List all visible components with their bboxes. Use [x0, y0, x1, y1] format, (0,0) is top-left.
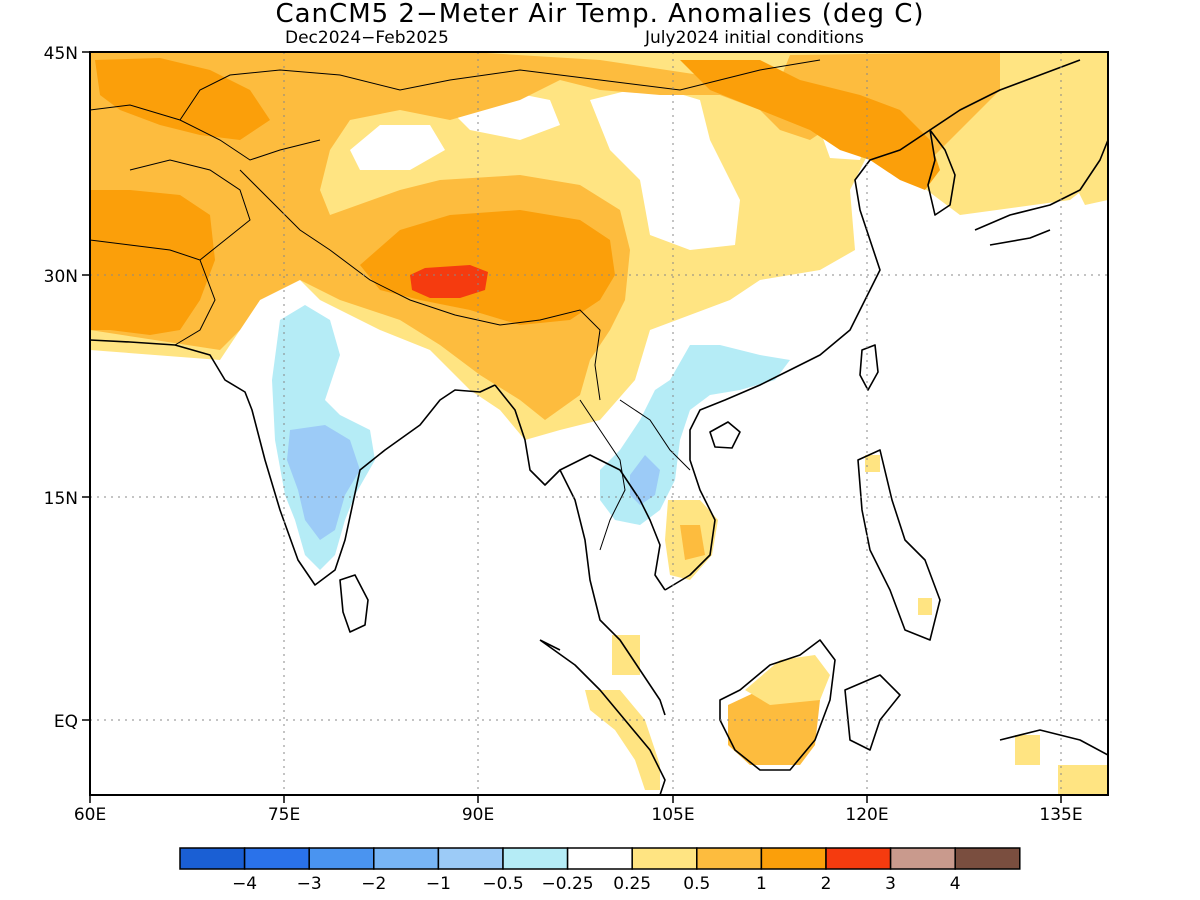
- anomaly-patch-warm: [680, 525, 705, 560]
- border-myanmar-thailand: [579, 399, 626, 551]
- anomaly-region-warm-strong: [90, 190, 215, 335]
- coastline-hainan: [709, 421, 741, 449]
- coastline-borneo: [719, 639, 836, 771]
- anomaly-region-cool-mid: [287, 425, 360, 540]
- lon-label: 135E: [1039, 805, 1082, 825]
- coastline-indochina-gulf: [559, 454, 666, 591]
- colorbar-label: −1: [426, 874, 451, 894]
- coastline-myanmar-malay: [494, 384, 666, 716]
- colorbar-swatch: [566, 847, 633, 870]
- anomaly-patch-warm: [1058, 765, 1108, 795]
- coastline-india: [90, 339, 496, 586]
- anomaly-patch-warm: [745, 655, 830, 705]
- axis-ticks: [82, 51, 1062, 803]
- anomaly-patch-warm: [1070, 160, 1108, 205]
- colorbar-swatch: [502, 847, 569, 870]
- coastlines: [90, 59, 1108, 795]
- anomaly-patch-warm: [865, 455, 880, 472]
- anomaly-region-cool-mid: [630, 455, 660, 505]
- lon-label: 120E: [845, 805, 888, 825]
- colorbar-swatch: [308, 847, 375, 870]
- anomaly-patch-warm: [728, 685, 820, 765]
- lat-label: 45N: [44, 44, 78, 64]
- forecast-period: Dec2024−Feb2025: [285, 28, 449, 48]
- anomaly-patch-warm: [1015, 735, 1040, 765]
- coastline-new-guinea: [999, 729, 1108, 756]
- anomaly-patch-warm: [1010, 55, 1060, 80]
- colorbar-label: 0.25: [613, 874, 651, 894]
- lat-label: 30N: [44, 267, 78, 287]
- lon-label: 60E: [74, 805, 106, 825]
- anomaly-patch-warm: [585, 690, 660, 790]
- colorbar-label: 0.5: [683, 874, 710, 894]
- border-himalaya: [239, 169, 601, 401]
- border-central-asia: [90, 59, 821, 161]
- colorbar-swatch: [889, 847, 956, 870]
- lon-label: 75E: [268, 805, 300, 825]
- coastline-korea: [927, 129, 956, 216]
- anomaly-gap: [590, 85, 740, 250]
- colorbar-label: 1: [756, 874, 767, 894]
- coastline-sumatra: [539, 639, 666, 795]
- initial-conditions: July2024 initial conditions: [645, 28, 864, 48]
- gridlines: [90, 52, 1108, 795]
- colorbar-label: −4: [232, 874, 257, 894]
- map-frame: [89, 51, 1109, 796]
- lon-label: 90E: [462, 805, 494, 825]
- colorbar-label: −3: [297, 874, 322, 894]
- colorbar-swatch: [631, 847, 698, 870]
- colorbar: −4 −3 −2 −1 −0.5 −0.25 0.25 0.5 1 2 3 4: [179, 847, 1021, 894]
- colorbar-label: −2: [361, 874, 386, 894]
- colorbar-swatch: [373, 847, 440, 870]
- colorbar-swatch: [243, 847, 310, 870]
- anomaly-gap: [350, 125, 445, 170]
- anomaly-patch-warm: [918, 598, 932, 615]
- colorbar-swatch: [760, 847, 827, 870]
- coastline-philippines: [857, 449, 941, 641]
- colorbar-swatch: [954, 847, 1021, 870]
- map-title: CanCM5 2−Meter Air Temp. Anomalies (deg …: [275, 0, 925, 29]
- colorbar-swatch: [437, 847, 504, 870]
- coastline-japan: [974, 139, 1108, 246]
- colorbar-label: 4: [950, 874, 961, 894]
- border-laos-vietnam: [619, 399, 691, 471]
- colorbar-label: −0.5: [482, 874, 523, 894]
- lat-label: 15N: [44, 489, 78, 509]
- country-borders: [90, 59, 821, 551]
- colorbar-swatch: [825, 847, 892, 870]
- coastline-sri-lanka: [339, 574, 369, 633]
- colorbar-swatch: [696, 847, 763, 870]
- coastline-taiwan: [859, 344, 879, 391]
- anomaly-region-warm-strong: [360, 210, 615, 325]
- anomaly-region-hot: [410, 265, 488, 298]
- lon-label: 105E: [651, 805, 694, 825]
- border-afghanistan: [129, 159, 251, 261]
- anomaly-patch-warm: [612, 635, 640, 675]
- colorbar-label: −0.25: [542, 874, 594, 894]
- anomaly-region-warm-strong: [95, 58, 270, 140]
- lat-label: EQ: [54, 712, 78, 732]
- colorbar-label: 2: [821, 874, 832, 894]
- colorbar-label: 3: [885, 874, 896, 894]
- colorbar-swatch: [179, 847, 246, 870]
- coastline-sulawesi: [844, 674, 901, 751]
